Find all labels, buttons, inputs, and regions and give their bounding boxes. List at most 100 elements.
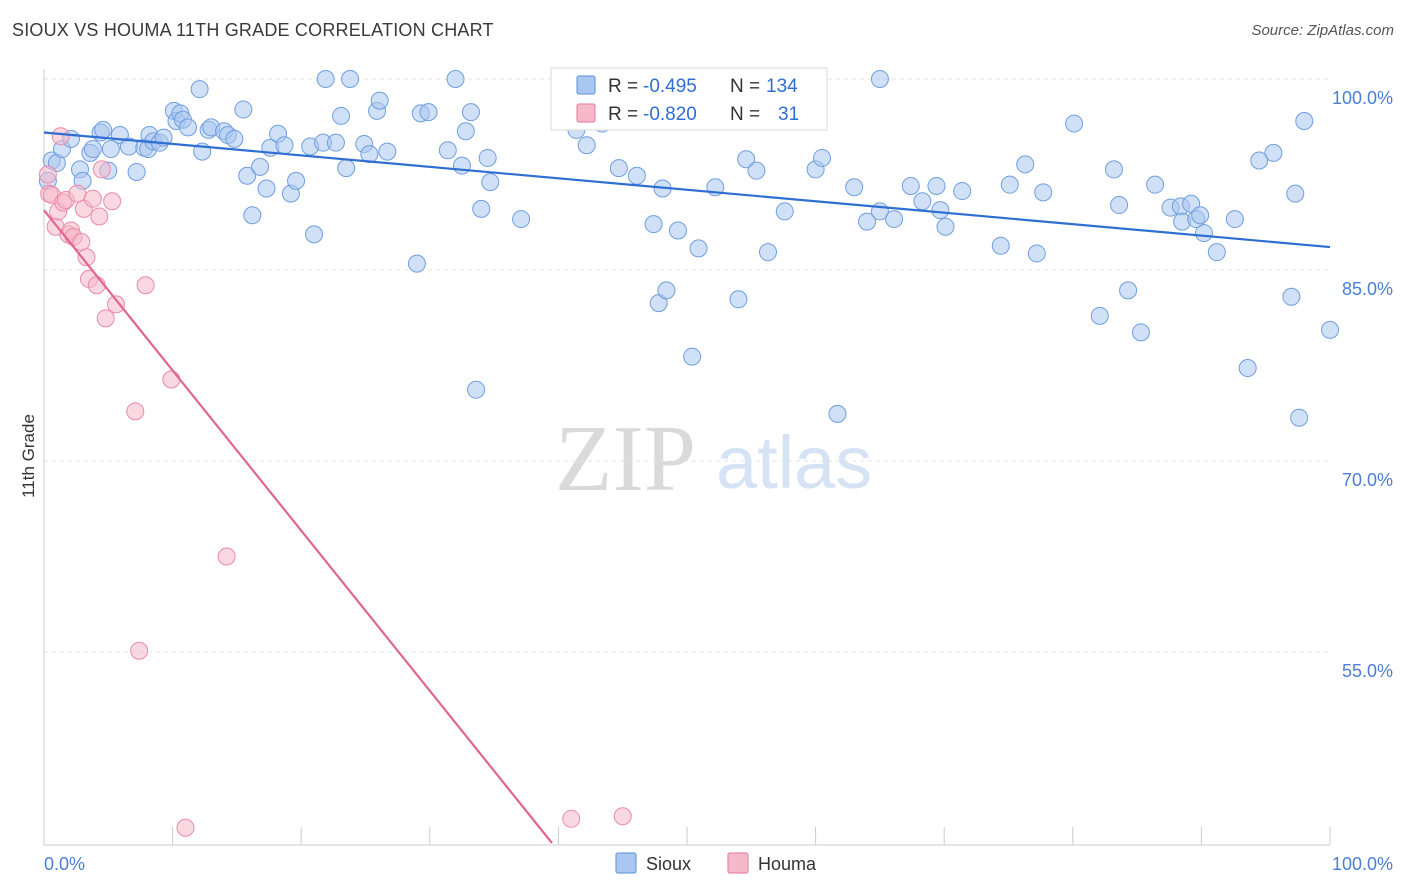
- data-point-houma: [51, 127, 70, 146]
- data-point-sioux: [1191, 206, 1210, 225]
- data-point-houma: [83, 189, 102, 208]
- data-point-sioux: [243, 206, 262, 225]
- data-point-sioux: [419, 103, 438, 122]
- data-point-sioux: [1000, 175, 1019, 194]
- x-tick-label-max: 100.0%: [1332, 854, 1393, 874]
- stats-legend-r-value-houma: -0.820: [643, 104, 697, 125]
- data-point-sioux: [478, 148, 497, 167]
- data-point-sioux: [234, 100, 253, 119]
- data-point-sioux: [1282, 287, 1301, 306]
- y-tick-label-100: 100.0%: [1332, 88, 1393, 108]
- stats-legend-r-label-sioux: R =: [608, 76, 638, 97]
- data-point-sioux: [1110, 196, 1129, 215]
- trend-line-houma: [43, 209, 553, 844]
- data-point-sioux: [467, 380, 486, 399]
- data-point-sioux: [305, 225, 324, 244]
- data-point-houma: [613, 807, 632, 826]
- data-point-sioux: [627, 166, 646, 185]
- data-point-sioux: [83, 140, 102, 159]
- data-point-sioux: [953, 182, 972, 201]
- data-point-sioux: [1104, 160, 1123, 179]
- stats-legend-swatch-sioux: [576, 75, 596, 95]
- data-point-sioux: [885, 210, 904, 229]
- data-point-sioux: [609, 159, 628, 178]
- data-point-houma: [38, 165, 57, 184]
- data-point-sioux: [1264, 143, 1283, 162]
- data-point-sioux: [337, 159, 356, 178]
- data-point-sioux: [1146, 175, 1165, 194]
- data-point-houma: [92, 160, 111, 179]
- data-point-sioux: [238, 166, 257, 185]
- data-point-sioux: [1290, 408, 1309, 427]
- series-legend-swatch-sioux: [615, 852, 637, 874]
- data-point-sioux: [683, 347, 702, 366]
- data-point-houma: [126, 402, 145, 421]
- data-point-sioux: [729, 290, 748, 309]
- data-point-sioux: [1065, 114, 1084, 133]
- data-point-sioux: [1090, 306, 1109, 325]
- watermark-zip: ZIP: [555, 407, 696, 511]
- stats-legend-n-label-houma: N =: [730, 104, 760, 125]
- data-point-sioux: [251, 157, 270, 176]
- data-point-sioux: [1238, 359, 1257, 378]
- data-point-sioux: [407, 254, 426, 273]
- data-point-sioux: [438, 141, 457, 160]
- data-point-sioux: [1016, 155, 1035, 174]
- data-point-sioux: [747, 161, 766, 180]
- data-point-sioux: [452, 156, 471, 175]
- data-point-sioux: [813, 148, 832, 167]
- data-point-sioux: [127, 162, 146, 181]
- y-tick-label-55: 55.0%: [1342, 661, 1393, 681]
- data-point-sioux: [1295, 112, 1314, 131]
- data-point-sioux: [332, 106, 351, 125]
- data-point-sioux: [1286, 184, 1305, 203]
- y-tick-label-85: 85.0%: [1342, 279, 1393, 299]
- stats-legend-n-value-sioux: 134: [766, 76, 798, 97]
- data-point-sioux: [931, 201, 950, 220]
- data-point-houma: [162, 370, 181, 389]
- data-point-sioux: [927, 176, 946, 195]
- data-point-sioux: [461, 103, 480, 122]
- data-point-sioux: [828, 404, 847, 423]
- data-point-sioux: [1321, 320, 1339, 339]
- data-point-sioux: [1250, 151, 1269, 170]
- stats-legend-box: [550, 67, 828, 131]
- data-point-sioux: [775, 202, 794, 221]
- data-point-sioux: [225, 129, 244, 148]
- data-point-houma: [107, 295, 126, 314]
- x-tick-label-min: 0.0%: [44, 854, 85, 874]
- chart-title: SIOUX VS HOUMA 11TH GRADE CORRELATION CH…: [12, 20, 494, 40]
- data-point-sioux: [101, 140, 120, 159]
- data-point-sioux: [512, 210, 531, 229]
- data-point-sioux: [644, 215, 663, 234]
- data-point-houma: [90, 207, 109, 226]
- data-point-sioux: [858, 212, 877, 231]
- x-tick-marks: [172, 827, 1331, 845]
- data-point-houma: [217, 547, 236, 566]
- data-point-sioux: [668, 221, 687, 240]
- data-point-sioux: [1027, 244, 1046, 263]
- data-point-sioux: [1119, 281, 1138, 300]
- watermark-atlas: atlas: [716, 421, 872, 504]
- data-point-sioux: [991, 236, 1010, 255]
- trend-lines: [43, 131, 1331, 844]
- stats-legend-n-label-sioux: N =: [730, 76, 760, 97]
- data-point-houma: [96, 309, 115, 328]
- data-point-sioux: [845, 178, 864, 197]
- data-point-sioux: [870, 70, 889, 88]
- data-point-sioux: [689, 239, 708, 258]
- grid-lines: [44, 78, 1330, 653]
- data-point-sioux: [1207, 243, 1226, 262]
- data-point-sioux: [316, 70, 335, 88]
- data-point-sioux: [360, 145, 379, 164]
- data-point-sioux: [759, 243, 778, 262]
- stats-legend-swatch-houma: [576, 103, 596, 123]
- data-point-sioux: [737, 150, 756, 169]
- data-point-sioux: [446, 70, 465, 88]
- data-point-houma: [130, 641, 149, 660]
- data-point-sioux: [1131, 323, 1150, 342]
- data-point-sioux: [936, 217, 955, 236]
- data-point-sioux: [179, 118, 198, 137]
- scatter-points: [38, 70, 1339, 837]
